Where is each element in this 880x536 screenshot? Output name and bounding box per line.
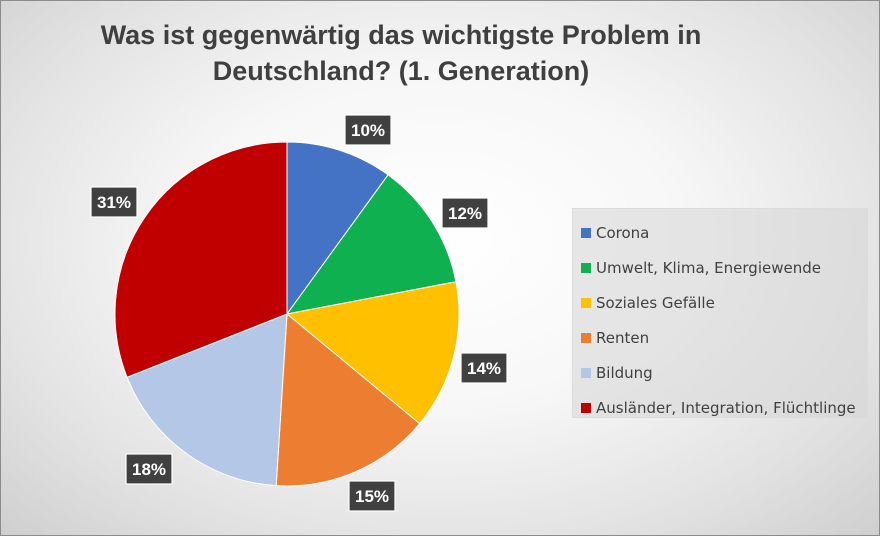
data-label-ausl-nder-integration-fl-chtlinge: 31% bbox=[90, 186, 138, 218]
pie-slice-renten bbox=[275, 312, 421, 487]
legend-item-corona: Corona bbox=[581, 215, 867, 250]
data-label-box bbox=[344, 114, 392, 146]
data-label-text: 14% bbox=[467, 359, 501, 378]
data-label-box bbox=[348, 480, 396, 512]
legend-swatch bbox=[581, 227, 591, 238]
pie-slice-bildung bbox=[126, 313, 288, 487]
data-label-text: 12% bbox=[448, 204, 482, 223]
pie-slice-umwelt-klima-energiewende bbox=[285, 174, 457, 315]
pie-slice-soziales-gef-lle bbox=[285, 281, 460, 425]
data-label-text: 15% bbox=[355, 487, 389, 506]
data-label-bildung: 18% bbox=[125, 453, 173, 485]
data-label-text: 10% bbox=[351, 121, 385, 140]
legend-swatch bbox=[581, 332, 591, 343]
legend-label: Soziales Gefälle bbox=[596, 293, 715, 312]
data-label-corona: 10% bbox=[344, 114, 392, 146]
data-label-box bbox=[90, 186, 138, 218]
legend: Corona Umwelt, Klima, Energiewende Soziale… bbox=[572, 208, 868, 418]
legend-item-renten: Renten bbox=[581, 320, 867, 355]
pie-slice-ausl-nder-integration-fl-chtlinge bbox=[114, 141, 288, 378]
legend-label: Bildung bbox=[596, 363, 653, 382]
legend-item-bildung: Bildung bbox=[581, 355, 867, 390]
legend-item-ausl-nder-integration-fl-chtlinge: Ausländer, Integration, Flüchtlinge bbox=[581, 390, 867, 425]
legend-label: Umwelt, Klima, Energiewende bbox=[596, 258, 821, 277]
legend-swatch bbox=[581, 402, 591, 413]
data-label-soziales-gef-lle: 14% bbox=[460, 352, 508, 384]
data-label-umwelt-klima-energiewende: 12% bbox=[441, 197, 489, 229]
data-label-box bbox=[460, 352, 508, 384]
legend-item-umwelt-klima-energiewende: Umwelt, Klima, Energiewende bbox=[581, 250, 867, 285]
legend-label: Renten bbox=[596, 328, 650, 347]
legend-swatch bbox=[581, 297, 591, 308]
data-label-box bbox=[125, 453, 173, 485]
data-label-text: 31% bbox=[97, 193, 131, 212]
pie-slice-corona bbox=[286, 141, 389, 316]
data-label-box bbox=[441, 197, 489, 229]
data-label-renten: 15% bbox=[348, 480, 396, 512]
legend-item-soziales-gef-lle: Soziales Gefälle bbox=[581, 285, 867, 320]
chart-title: Was ist gegenwärtig das wichtigste Probl… bbox=[100, 20, 702, 86]
data-label-text: 18% bbox=[132, 460, 166, 479]
legend-swatch bbox=[581, 367, 591, 378]
legend-label: Ausländer, Integration, Flüchtlinge bbox=[596, 398, 856, 417]
legend-swatch bbox=[581, 262, 591, 273]
legend-label: Corona bbox=[596, 223, 650, 242]
